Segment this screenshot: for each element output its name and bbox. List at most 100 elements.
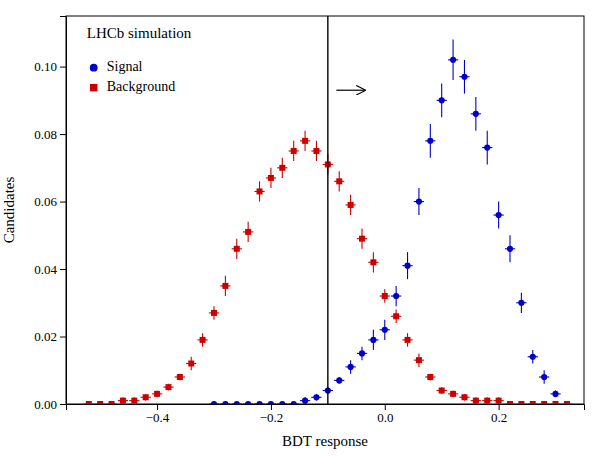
marker <box>393 293 399 299</box>
y-axis: 0.00 0.02 0.04 0.06 0.08 0.10 <box>34 17 66 412</box>
marker <box>405 337 411 343</box>
y-tick: 0.06 <box>34 194 66 209</box>
x-tick: 0.2 <box>491 404 507 425</box>
y-tick-label: 0.08 <box>34 127 57 142</box>
annotation: LHCb simulation <box>87 25 192 41</box>
x-tick-label: −0.2 <box>260 410 284 425</box>
series <box>209 40 561 404</box>
marker <box>234 246 240 252</box>
legend-symbol <box>90 84 97 91</box>
legend-symbol <box>90 64 98 72</box>
marker <box>450 57 456 63</box>
marker <box>120 398 126 404</box>
marker <box>86 401 92 404</box>
y-tick-label: 0.06 <box>34 194 57 209</box>
marker <box>313 394 319 400</box>
marker <box>370 337 376 343</box>
marks <box>84 16 572 404</box>
legend-label: Signal <box>107 59 143 74</box>
marker <box>507 401 513 404</box>
y-axis-title: Candidates <box>1 177 17 244</box>
x-tick-label: 0.2 <box>491 410 507 425</box>
x-tick: −0.2 <box>260 404 284 425</box>
marker <box>439 388 445 394</box>
marker <box>348 364 354 370</box>
marker <box>439 97 445 103</box>
marker <box>291 401 297 404</box>
legend-label: Background <box>107 79 175 94</box>
y-tick: 0.00 <box>34 397 66 412</box>
marker <box>552 391 558 397</box>
marker <box>256 401 262 404</box>
marker <box>222 283 228 289</box>
legend-entry: Background <box>90 79 175 94</box>
marker <box>484 144 490 150</box>
marker <box>450 391 456 397</box>
marker <box>268 175 274 181</box>
marker <box>541 374 547 380</box>
marker <box>211 401 217 404</box>
x-tick-mark <box>385 404 386 410</box>
marker <box>393 313 399 319</box>
x-axis: −0.4 −0.2 0.0 0.2 <box>67 404 585 425</box>
marker <box>348 202 354 208</box>
marker <box>416 198 422 204</box>
marker <box>518 300 524 306</box>
marker <box>131 398 137 404</box>
x-tick-mark <box>157 404 158 410</box>
marker <box>416 357 422 363</box>
chart: −0.4−0.20.00.20.000.020.040.060.080.10BD… <box>0 0 604 456</box>
x-tick-label: −0.4 <box>146 410 170 425</box>
marker <box>359 350 365 356</box>
marker <box>484 398 490 404</box>
marker <box>496 212 502 218</box>
marker <box>291 148 297 154</box>
marker <box>188 361 194 367</box>
arrow <box>336 90 364 91</box>
marker <box>279 165 285 171</box>
marker <box>222 401 228 404</box>
marker <box>257 188 263 194</box>
y-tick-mark <box>60 134 66 135</box>
marker <box>313 148 319 154</box>
y-tick-label: 0.00 <box>34 397 57 412</box>
plot-frame <box>66 16 584 404</box>
marker <box>302 138 308 144</box>
marker <box>473 111 479 117</box>
marker <box>211 310 217 316</box>
plot: −0.4−0.20.00.20.000.020.040.060.080.10BD… <box>1 16 585 449</box>
marker <box>507 246 513 252</box>
x-tick-mark <box>271 404 272 410</box>
marker <box>359 236 365 242</box>
marker <box>165 384 171 390</box>
marker <box>268 401 274 404</box>
marker <box>154 391 160 397</box>
legend-entry: Signal <box>90 59 143 74</box>
marker <box>404 263 410 269</box>
marker <box>336 178 342 184</box>
marker <box>143 394 149 400</box>
x-tick: 0.0 <box>377 404 393 425</box>
marker <box>530 401 536 404</box>
marker <box>461 74 467 80</box>
y-tick: 0.04 <box>34 262 66 277</box>
vertical-line <box>327 16 328 404</box>
marker <box>473 398 479 404</box>
x-tick-mark <box>499 404 500 410</box>
y-tick-label: 0.04 <box>34 262 57 277</box>
y-tick: 0.02 <box>34 329 66 344</box>
marker <box>200 337 206 343</box>
y-tick-label: 0.10 <box>34 59 57 74</box>
x-tick-label: 0.0 <box>377 410 393 425</box>
marker <box>336 377 342 383</box>
marker <box>382 293 388 299</box>
marker <box>245 229 251 235</box>
marker <box>518 401 524 404</box>
marker <box>461 394 467 400</box>
y-tick-mark <box>60 404 66 405</box>
x-tick: −0.4 <box>146 404 170 425</box>
marker <box>302 398 308 404</box>
marker <box>427 374 433 380</box>
marker <box>541 401 547 404</box>
marker <box>279 401 285 404</box>
